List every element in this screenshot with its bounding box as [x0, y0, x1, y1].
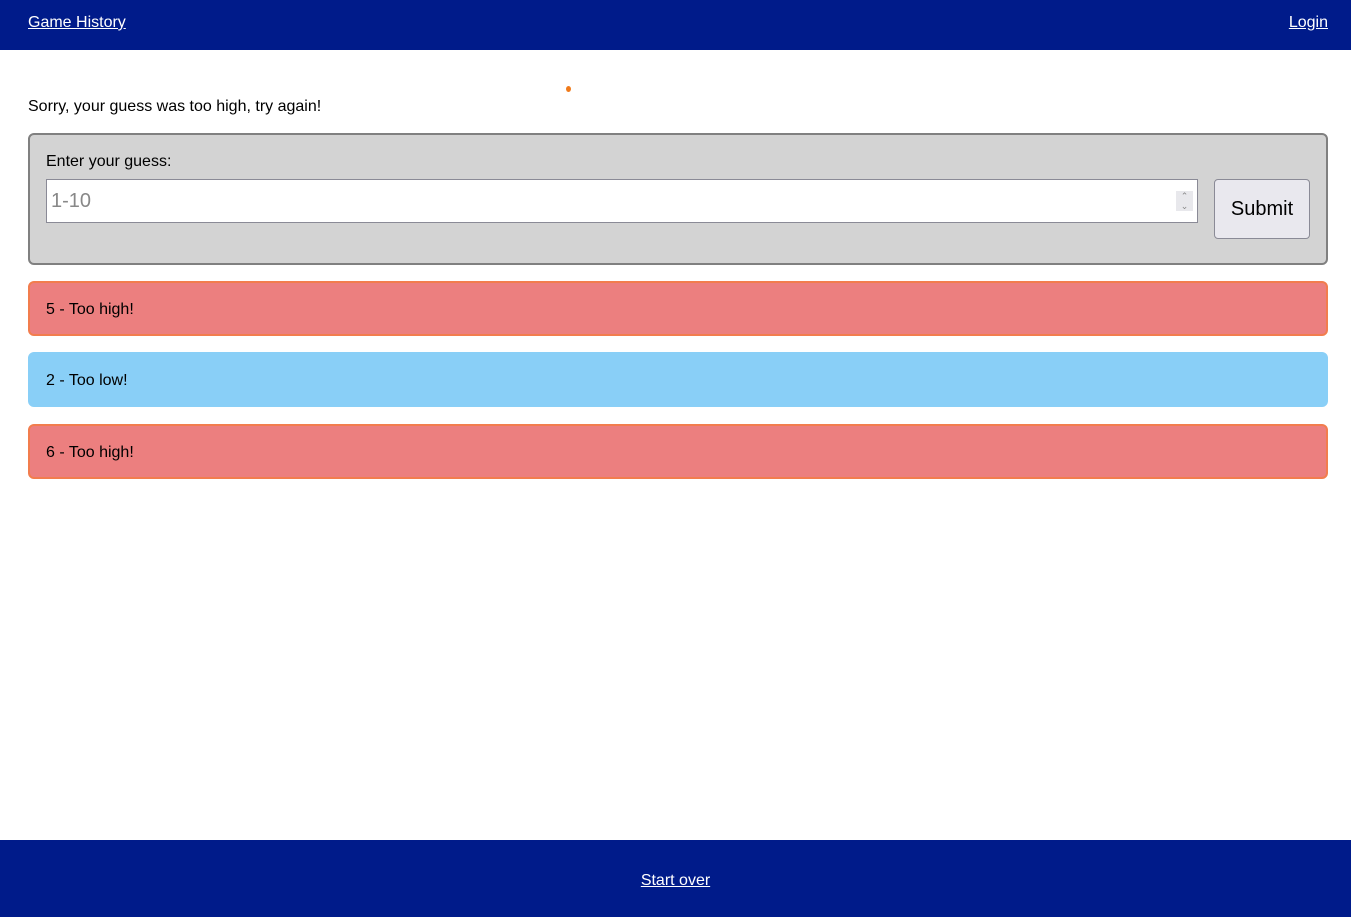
guess-item: 2 - Too low!	[28, 352, 1328, 407]
spinner-icon[interactable]: ⌃ ⌄	[1176, 191, 1193, 211]
guess-input[interactable]	[46, 179, 1198, 223]
loading-dot-icon	[566, 86, 571, 92]
submit-button[interactable]: Submit	[1214, 179, 1310, 239]
top-nav: Game History Login	[0, 0, 1351, 50]
game-history-link[interactable]: Game History	[28, 14, 126, 31]
guess-item: 5 - Too high!	[28, 281, 1328, 336]
guess-label: Enter your guess:	[46, 153, 172, 170]
footer: Start over	[0, 840, 1351, 917]
result-message: Sorry, your guess was too high, try agai…	[28, 98, 322, 115]
guess-form: Enter your guess: ⌃⌄ Submit	[28, 133, 1328, 265]
guess-item: 6 - Too high!	[28, 424, 1328, 479]
login-link[interactable]: Login	[1288, 14, 1328, 31]
start-over-link[interactable]: Start over	[640, 872, 711, 889]
